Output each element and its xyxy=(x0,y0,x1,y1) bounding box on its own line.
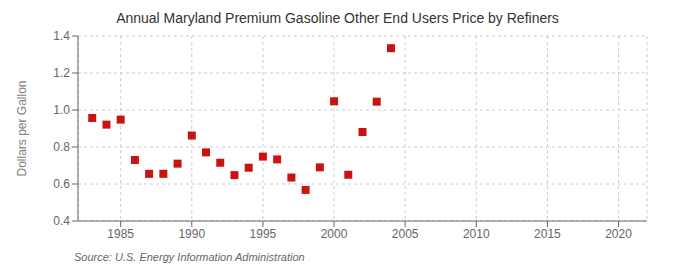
svg-text:1990: 1990 xyxy=(178,227,205,241)
svg-text:2000: 2000 xyxy=(321,227,348,241)
svg-text:2015: 2015 xyxy=(534,227,561,241)
html-text:Source: U.S. Energy Informatio: Source: U.S. Energy Information Administ… xyxy=(74,251,305,263)
svg-text:0.8: 0.8 xyxy=(53,140,70,154)
svg-text:1.2: 1.2 xyxy=(53,66,70,80)
svg-text:0.4: 0.4 xyxy=(53,214,70,228)
html-text:Annual Maryland Premium Gasoli: Annual Maryland Premium Gasoline Other E… xyxy=(116,10,559,26)
svg-text:2005: 2005 xyxy=(392,227,419,241)
svg-text:Dollars per Gallon: Dollars per Gallon xyxy=(15,80,29,176)
svg-text:2020: 2020 xyxy=(605,227,632,241)
svg-text:1.0: 1.0 xyxy=(53,103,70,117)
svg-text:1.4: 1.4 xyxy=(53,29,70,43)
svg-text:0.6: 0.6 xyxy=(53,177,70,191)
svg-text:1985: 1985 xyxy=(107,227,134,241)
svg-text:1995: 1995 xyxy=(250,227,277,241)
svg-text:2010: 2010 xyxy=(463,227,490,241)
